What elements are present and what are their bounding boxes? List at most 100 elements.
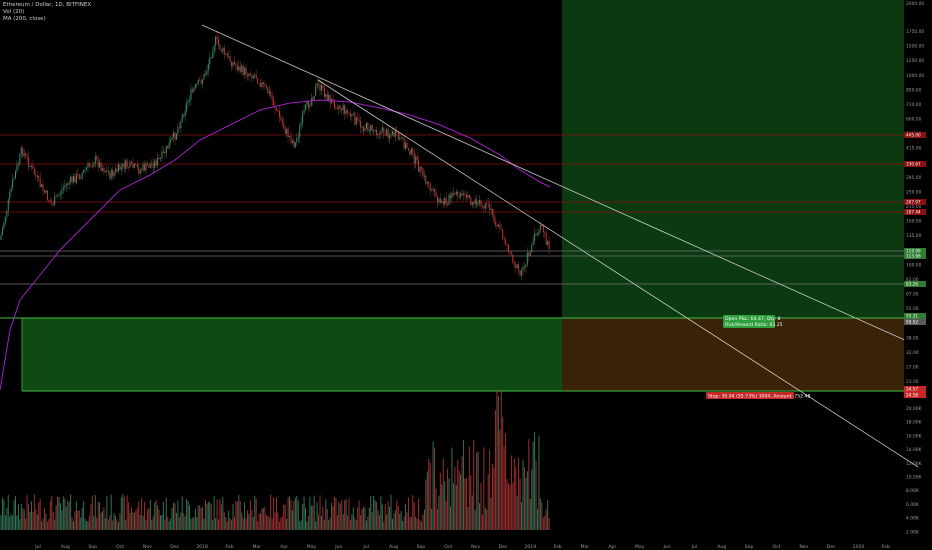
candle-body bbox=[544, 231, 546, 233]
volume-bar bbox=[3, 500, 5, 530]
volume-bar bbox=[84, 519, 86, 530]
candle-body bbox=[44, 190, 45, 193]
candle-body bbox=[261, 82, 263, 87]
candle-body bbox=[215, 36, 217, 46]
volume-bar bbox=[107, 519, 109, 530]
candle-body bbox=[289, 136, 291, 138]
candle-body bbox=[316, 83, 318, 87]
volume-bar bbox=[537, 509, 538, 530]
volume-bar bbox=[371, 511, 373, 530]
volume-bar bbox=[534, 431, 536, 530]
candle-body bbox=[290, 136, 292, 143]
volume-bar bbox=[276, 497, 277, 530]
candle-body bbox=[539, 225, 541, 230]
candle-body bbox=[467, 195, 469, 198]
candle-body bbox=[418, 160, 420, 172]
candle-body bbox=[479, 200, 480, 204]
volume-bar bbox=[158, 509, 160, 530]
volume-bar bbox=[426, 471, 428, 530]
candle-body bbox=[1, 228, 3, 236]
volume-bar bbox=[229, 517, 231, 530]
volume-bar bbox=[383, 521, 385, 530]
symbol-title[interactable]: Ethereum / Dollar, 1D, BITFINEX bbox=[3, 2, 92, 8]
volume-bar bbox=[152, 515, 154, 530]
candle-body bbox=[376, 129, 378, 136]
candle-body bbox=[521, 270, 523, 276]
volume-bar bbox=[123, 496, 125, 530]
volume-bar bbox=[35, 508, 37, 530]
candle-body bbox=[509, 251, 511, 253]
volume-bar bbox=[390, 494, 392, 530]
candle-body bbox=[264, 84, 266, 86]
volume-bar bbox=[73, 521, 74, 530]
candle-body bbox=[57, 195, 59, 197]
candle-body bbox=[22, 147, 24, 157]
candle-body bbox=[445, 198, 447, 205]
volume-bar bbox=[476, 452, 478, 530]
price-label: 330.67 bbox=[906, 162, 921, 167]
price-tick: 295.00 bbox=[906, 175, 922, 181]
volume-bar bbox=[425, 479, 427, 530]
time-tick: 2020 bbox=[853, 544, 865, 550]
candle-body bbox=[35, 174, 37, 177]
price-label: 24.58 bbox=[906, 393, 918, 398]
volume-bar bbox=[483, 447, 485, 530]
volume-bar bbox=[22, 508, 24, 530]
volume-tick: 20.00K bbox=[906, 406, 922, 412]
volume-bar bbox=[403, 516, 405, 530]
trendline-lower[interactable] bbox=[317, 79, 919, 468]
candle-body bbox=[204, 73, 206, 75]
candle-body bbox=[216, 36, 218, 40]
volume-bar bbox=[255, 498, 257, 530]
ma-indicator[interactable]: MA (200, close) bbox=[3, 16, 46, 22]
time-tick: Jun bbox=[662, 544, 670, 550]
candle-body bbox=[370, 124, 372, 131]
time-tick: Nov bbox=[799, 544, 808, 550]
candle-body bbox=[117, 164, 119, 172]
candle-body bbox=[403, 137, 405, 149]
volume-tick: 10.00K bbox=[906, 475, 922, 481]
volume-bar bbox=[7, 494, 9, 530]
candle-body bbox=[505, 239, 507, 245]
candle-body bbox=[138, 167, 140, 174]
volume-bar bbox=[78, 510, 80, 530]
candle-body bbox=[39, 177, 41, 187]
candle-body bbox=[46, 190, 48, 201]
candle-body bbox=[160, 157, 161, 159]
price-tick: 38.00 bbox=[906, 335, 919, 341]
volume-bar bbox=[171, 508, 173, 530]
time-tick: Nov bbox=[143, 544, 152, 550]
candle-body bbox=[206, 70, 208, 75]
volume-bar bbox=[146, 509, 148, 530]
volume-bar bbox=[139, 514, 141, 530]
volume-bar bbox=[38, 502, 40, 530]
volume-bar bbox=[235, 500, 237, 530]
candle-body bbox=[503, 238, 505, 240]
candle-body bbox=[313, 95, 315, 101]
volume-bar bbox=[380, 496, 382, 530]
candle-body bbox=[251, 75, 253, 79]
volume-bar bbox=[381, 504, 383, 530]
volume-bar bbox=[45, 513, 47, 530]
candle-body bbox=[73, 176, 74, 182]
candle-body bbox=[448, 194, 450, 205]
trendline-upper[interactable] bbox=[201, 24, 919, 347]
volume-bar bbox=[160, 515, 161, 530]
vol-indicator[interactable]: Vol (20) bbox=[3, 9, 25, 15]
candle-body bbox=[12, 179, 14, 189]
volume-bar bbox=[228, 510, 230, 530]
candle-body bbox=[360, 121, 362, 128]
candle-body bbox=[71, 176, 73, 182]
volume-bar bbox=[547, 499, 549, 530]
volume-bar bbox=[370, 495, 372, 530]
candle-body bbox=[474, 199, 476, 205]
volume-bar bbox=[131, 507, 132, 530]
candle-body bbox=[371, 124, 373, 131]
candle-body bbox=[151, 163, 153, 165]
candle-body bbox=[519, 270, 521, 276]
candle-body bbox=[373, 130, 375, 132]
candles-group bbox=[0, 31, 550, 281]
candle-body bbox=[171, 137, 173, 140]
time-tick: Oct bbox=[772, 544, 780, 550]
